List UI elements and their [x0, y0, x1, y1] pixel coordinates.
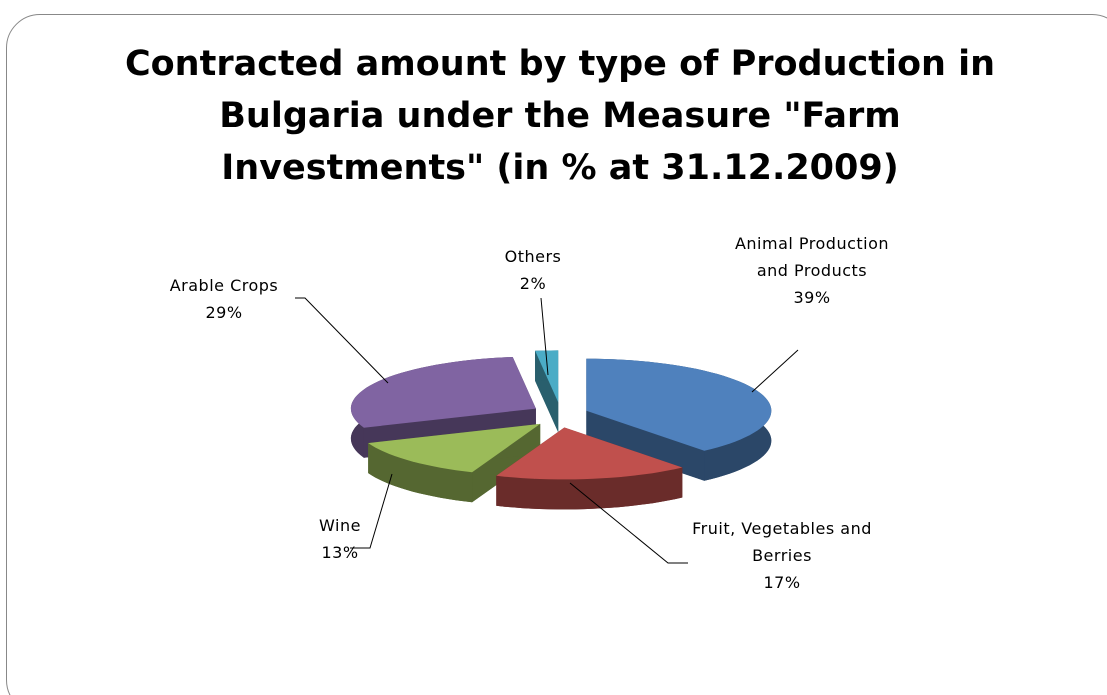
leader-line	[350, 473, 393, 549]
slide-frame	[6, 14, 1107, 695]
label-value: 29%	[205, 303, 243, 322]
data-label: Fruit, Vegetables and Berries 17%	[687, 515, 877, 596]
leader-line	[540, 297, 549, 376]
slice	[368, 423, 541, 473]
label-category: Animal Production and Products	[734, 234, 890, 280]
label-category: Wine	[319, 516, 361, 535]
label-value: 13%	[321, 543, 359, 562]
label-category: Arable Crops	[169, 276, 279, 295]
label-category: Fruit, Vegetables and Berries	[692, 519, 872, 565]
label-category: Others	[504, 247, 562, 266]
leader-line	[569, 482, 688, 564]
slice-rim	[368, 443, 473, 503]
chart-title: Contracted amount by type of Production …	[124, 44, 996, 188]
slice	[496, 427, 683, 480]
slice	[586, 358, 772, 451]
leader-line	[295, 297, 389, 384]
data-label: Animal Production and Products 39%	[727, 230, 897, 311]
leader-line	[751, 349, 799, 393]
slice	[535, 350, 559, 403]
data-label: Arable Crops 29%	[144, 272, 304, 326]
data-label: Others 2%	[493, 243, 573, 297]
slice	[350, 357, 536, 428]
data-label: Wine 13%	[300, 512, 380, 566]
label-value: 2%	[519, 274, 547, 293]
label-value: 39%	[793, 288, 831, 307]
slice-rim	[496, 467, 683, 510]
slice-wall	[586, 410, 705, 481]
label-value: 17%	[763, 573, 801, 592]
